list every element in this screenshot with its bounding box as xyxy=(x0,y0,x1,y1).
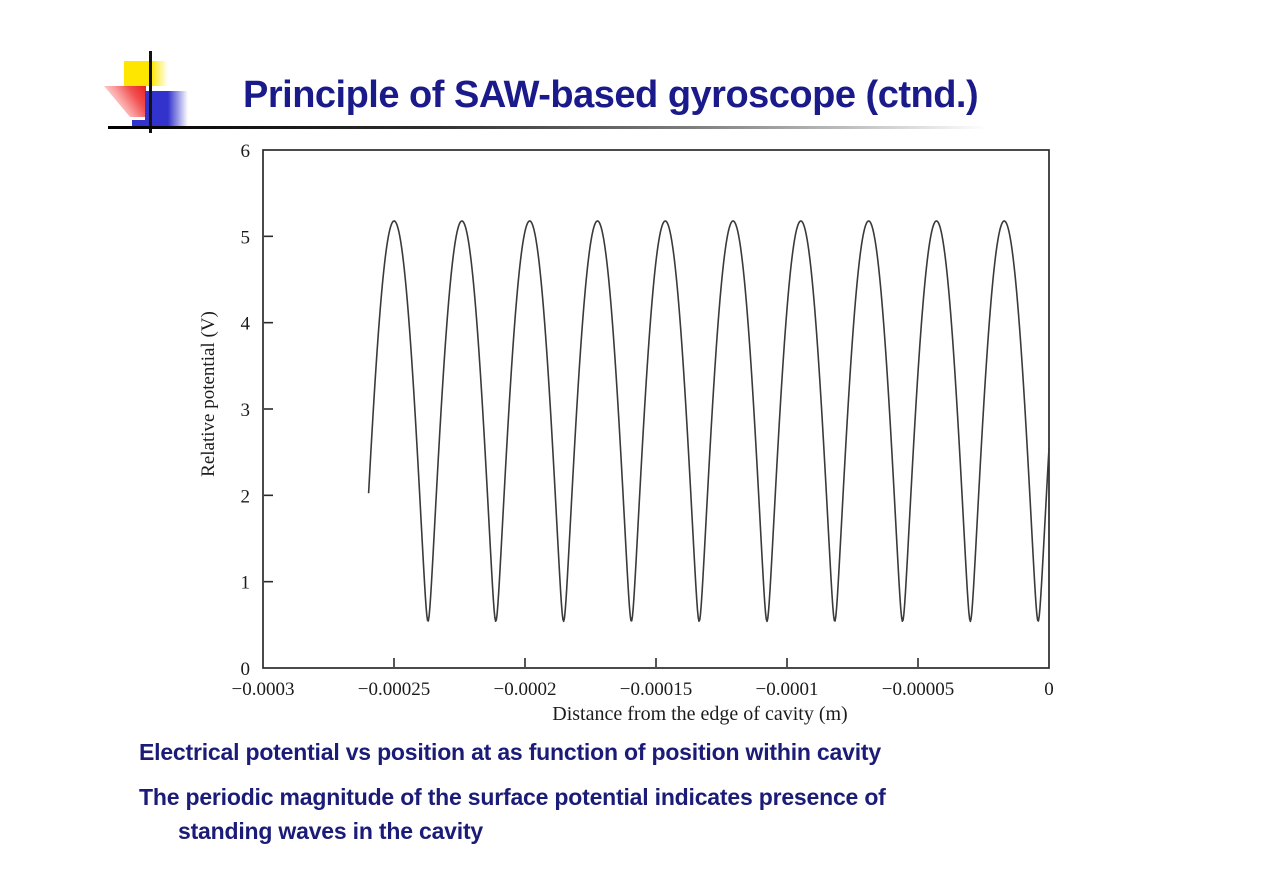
y-tick-label: 4 xyxy=(241,314,251,335)
y-tick-label: 2 xyxy=(241,486,251,507)
caption-line-1: Electrical potential vs position at as f… xyxy=(139,739,881,765)
title-underline xyxy=(108,126,1168,129)
x-tick-label: −0.0003 xyxy=(232,679,295,700)
x-tick-label: −0.0001 xyxy=(756,679,819,700)
x-tick-label: 0 xyxy=(1044,679,1054,700)
deco-yellow-square xyxy=(124,61,168,86)
y-tick-label: 3 xyxy=(241,400,251,421)
caption-line-2: The periodic magnitude of the surface po… xyxy=(139,784,886,810)
slide-title: Principle of SAW-based gyroscope (ctnd.) xyxy=(243,74,979,116)
x-tick-label: −0.00025 xyxy=(358,679,430,700)
deco-red-wedge xyxy=(104,86,146,117)
deco-vertical-line xyxy=(149,51,152,133)
y-tick-label: 0 xyxy=(241,659,251,680)
potential-curve xyxy=(367,220,1050,623)
caption-line-3: standing waves in the cavity xyxy=(178,818,484,844)
x-tick-label: −0.00005 xyxy=(882,679,954,700)
y-axis-title: Relative potential (V) xyxy=(198,311,219,477)
y-tick-label: 1 xyxy=(241,573,251,594)
plot-frame xyxy=(262,149,1050,669)
y-tick-label: 6 xyxy=(241,141,251,162)
deco-blue-foot xyxy=(132,120,148,128)
deco-blue-square xyxy=(145,91,188,128)
y-tick-label: 5 xyxy=(241,227,251,248)
x-axis-title: Distance from the edge of cavity (m) xyxy=(552,703,848,725)
x-tick-label: −0.00015 xyxy=(620,679,692,700)
x-tick-label: −0.0002 xyxy=(494,679,557,700)
